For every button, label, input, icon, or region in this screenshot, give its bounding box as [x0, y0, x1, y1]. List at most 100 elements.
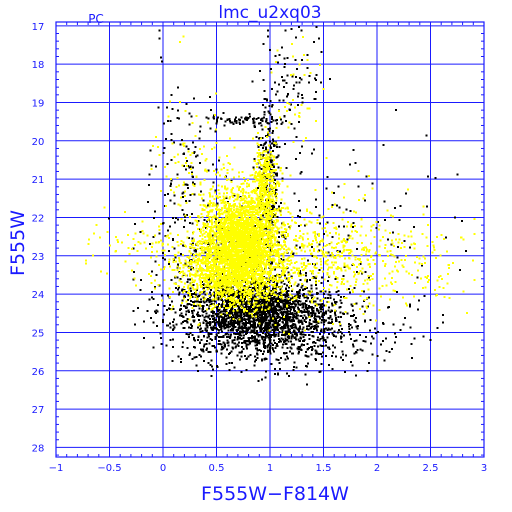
star-point: [258, 224, 261, 227]
star-point: [322, 233, 325, 235]
star-point: [260, 329, 263, 332]
star-point: [234, 120, 237, 123]
star-point: [286, 357, 289, 360]
star-point: [324, 327, 327, 330]
star-point: [240, 346, 243, 349]
star-point: [174, 276, 177, 279]
star-point: [335, 204, 338, 207]
star-point: [199, 190, 202, 193]
star-point: [245, 315, 248, 318]
star-point: [216, 291, 219, 294]
star-point: [205, 300, 208, 303]
star-point: [240, 337, 243, 340]
star-point: [237, 335, 240, 338]
star-point: [226, 339, 229, 342]
star-point: [286, 95, 288, 98]
star-point: [284, 311, 287, 313]
star-point: [230, 308, 233, 311]
star-point: [265, 148, 268, 151]
star-point: [281, 177, 284, 180]
star-point: [201, 234, 204, 237]
star-point: [215, 245, 218, 248]
star-point: [266, 35, 269, 38]
star-point: [271, 307, 274, 310]
star-point: [279, 339, 281, 342]
star-point: [334, 302, 337, 305]
star-point: [292, 330, 295, 333]
star-point: [252, 219, 254, 222]
star-point: [283, 114, 286, 117]
star-point: [227, 321, 230, 324]
star-point: [184, 215, 186, 218]
star-point: [209, 303, 212, 306]
star-point: [227, 353, 230, 356]
star-point: [250, 340, 253, 343]
star-point: [194, 293, 197, 296]
star-point: [288, 328, 291, 331]
star-point: [306, 259, 309, 262]
star-point: [348, 333, 351, 336]
star-point: [316, 309, 318, 312]
star-point: [304, 300, 307, 303]
star-point: [258, 316, 261, 319]
star-point: [292, 300, 295, 303]
star-point: [219, 310, 222, 313]
star-point: [226, 178, 229, 181]
star-point: [167, 229, 170, 232]
star-point: [315, 326, 318, 329]
star-point: [318, 317, 321, 320]
star-point: [170, 133, 173, 136]
star-point: [325, 340, 328, 343]
star-point: [334, 301, 336, 304]
star-point: [186, 346, 189, 349]
star-point: [263, 358, 266, 361]
star-point: [212, 116, 215, 119]
star-point: [300, 171, 303, 173]
star-point: [217, 323, 220, 326]
star-point: [367, 361, 370, 364]
star-point: [158, 232, 161, 235]
star-point: [298, 311, 301, 314]
star-point: [361, 349, 364, 352]
star-point: [301, 101, 304, 104]
star-point: [260, 291, 263, 294]
star-point: [221, 321, 224, 324]
star-point: [240, 327, 243, 330]
star-point: [157, 106, 160, 109]
star-point: [178, 293, 181, 296]
star-point: [268, 238, 270, 241]
star-point: [165, 309, 168, 312]
star-point: [234, 308, 237, 311]
star-point: [265, 312, 268, 315]
star-point: [180, 322, 183, 325]
star-point: [342, 334, 345, 337]
star-point: [217, 204, 219, 207]
star-point: [298, 327, 301, 330]
star-point: [210, 202, 213, 204]
star-point: [176, 266, 179, 269]
star-point: [315, 25, 318, 28]
star-point: [308, 334, 311, 337]
star-point: [245, 300, 248, 303]
star-point: [307, 328, 310, 331]
star-point: [274, 298, 277, 301]
star-point: [198, 301, 201, 303]
star-point: [236, 205, 239, 208]
star-point: [268, 216, 270, 219]
star-point: [260, 168, 263, 171]
star-point: [271, 163, 274, 166]
star-point: [241, 228, 244, 231]
star-point: [385, 350, 388, 353]
star-point: [181, 346, 184, 349]
star-point: [228, 197, 231, 200]
star-point: [209, 323, 212, 326]
star-point: [143, 320, 146, 323]
star-point: [237, 171, 240, 174]
star-point: [285, 351, 288, 354]
star-point: [181, 302, 184, 304]
star-point: [175, 286, 178, 289]
star-point: [249, 354, 252, 357]
star-point: [248, 280, 251, 283]
star-point: [197, 304, 200, 307]
